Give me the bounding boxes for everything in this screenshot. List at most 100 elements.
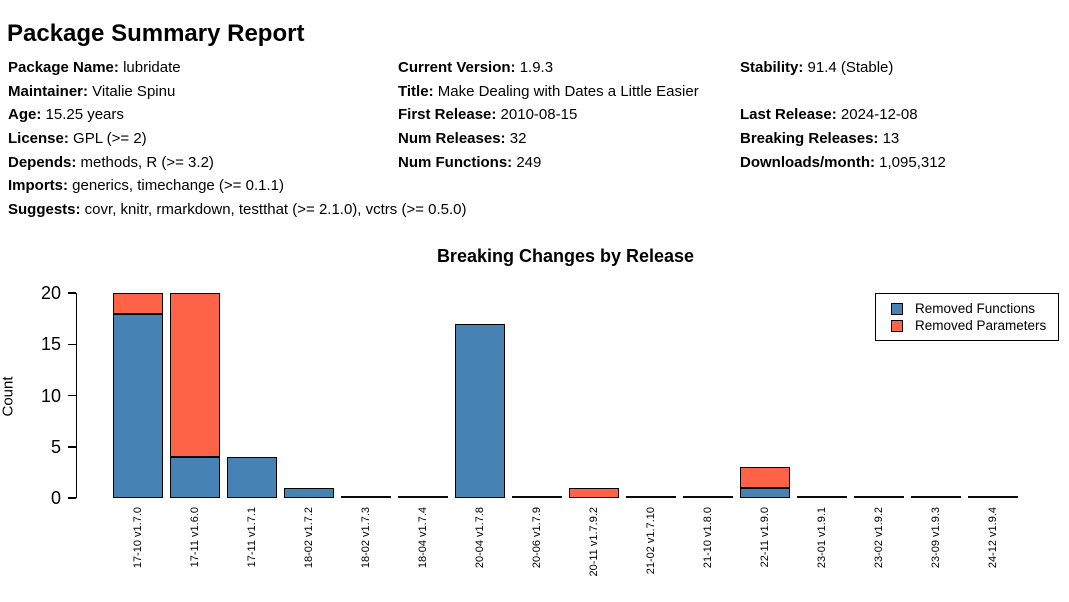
info-value: 32 — [505, 130, 527, 148]
y-tick-label: 15 — [40, 334, 61, 355]
info-line: Current Version: 1.9.3 — [398, 56, 699, 80]
info-label: Downloads/month: — [740, 153, 875, 171]
info-label: Age: — [8, 106, 42, 124]
info-line: Num Functions: 249 — [398, 151, 699, 175]
info-line: Stability: 91.4 (Stable) — [740, 56, 946, 80]
y-tick — [67, 446, 76, 448]
chart-legend: Removed Functions Removed Parameters — [875, 293, 1059, 341]
x-axis-label: 17-11 v1.6.0 — [189, 507, 201, 568]
info-label: Stability: — [740, 59, 804, 76]
info-value: 1,095,312 — [875, 153, 946, 171]
x-axis-label: 20-06 v1.7.9 — [531, 507, 543, 569]
legend-row: Removed Functions — [876, 300, 1058, 317]
legend-swatch-icon — [891, 302, 903, 315]
info-value: generics, timechange (>= 0.1.1) — [68, 177, 284, 195]
info-line: Num Releases: 32 — [398, 127, 699, 151]
info-label: Current Version: — [398, 59, 516, 76]
info-label: License: — [8, 130, 69, 148]
y-tick — [67, 292, 76, 294]
info-line: License: GPL (>= 2) — [8, 127, 467, 151]
info-label: First Release: — [398, 106, 497, 124]
info-label: Num Functions: — [398, 153, 513, 171]
x-axis-label: 21-10 v1.8.0 — [702, 507, 714, 569]
x-axis-label: 17-11 v1.7.1 — [246, 507, 258, 568]
bar-zero — [797, 496, 847, 498]
bar-segment-removed-functions — [227, 457, 277, 498]
x-axis-label: 23-02 v1.9.2 — [873, 507, 885, 569]
info-value: Make Dealing with Dates a Little Easier — [433, 82, 699, 100]
x-axis-label: 18-02 v1.7.2 — [303, 507, 315, 569]
x-axis-label: 18-04 v1.7.4 — [417, 507, 429, 569]
x-axis-label: 23-09 v1.9.3 — [930, 507, 942, 569]
info-label: Last Release: — [740, 106, 837, 124]
x-axis-label: 21-02 v1.7.10 — [645, 507, 657, 575]
bar-segment-removed-functions — [455, 323, 505, 498]
info-value: 2010-08-15 — [496, 106, 578, 124]
info-label: Imports: — [8, 177, 68, 195]
legend-label: Removed Parameters — [915, 318, 1047, 333]
info-line: First Release: 2010-08-15 — [398, 103, 699, 127]
bar-zero — [626, 496, 676, 498]
info-value: 2024-12-08 — [836, 106, 918, 124]
info-value: Vitalie Spinu — [88, 82, 176, 100]
bar-zero — [854, 496, 904, 498]
y-tick-label: 20 — [40, 283, 61, 303]
info-value: lubridate — [118, 59, 181, 76]
y-tick — [67, 394, 76, 397]
legend-swatch-icon — [891, 319, 903, 332]
y-tick — [67, 343, 76, 345]
bar-zero — [341, 496, 391, 498]
info-value: 91.4 (Stable) — [803, 59, 894, 76]
y-tick-label: 0 — [50, 488, 61, 508]
bar-segment-removed-functions — [113, 313, 163, 498]
y-axis-label: Count — [0, 376, 17, 417]
bar-segment-removed-functions — [284, 487, 334, 498]
x-axis-label: 23-01 v1.9.1 — [816, 507, 828, 569]
y-tick-label: 5 — [50, 436, 61, 457]
x-axis-label: 17-10 v1.7.0 — [132, 507, 144, 569]
bar-zero — [512, 496, 562, 498]
info-line — [740, 80, 946, 104]
y-tick-label: 10 — [40, 385, 61, 406]
info-label: Num Releases: — [398, 130, 506, 148]
info-value: 15.25 years — [41, 106, 124, 124]
info-column-stability: Stability: 91.4 (Stable) Last Release: 2… — [740, 56, 946, 174]
x-axis-label: 18-02 v1.7.3 — [360, 507, 372, 569]
info-line: Suggests: covr, knitr, rmarkdown, testth… — [8, 198, 467, 222]
info-line: Depends: methods, R (>= 3.2) — [8, 151, 467, 175]
bar-segment-removed-functions — [740, 487, 790, 498]
info-line: Last Release: 2024-12-08 — [740, 103, 946, 127]
info-line: Breaking Releases: 13 — [740, 127, 946, 151]
legend-label: Removed Functions — [915, 301, 1036, 316]
info-line: Imports: generics, timechange (>= 0.1.1) — [8, 174, 467, 198]
info-value: 13 — [878, 130, 900, 148]
info-label: Title: — [398, 82, 434, 100]
info-label: Package Name: — [8, 59, 119, 76]
info-line: Maintainer: Vitalie Spinu — [8, 80, 467, 104]
info-column-version: Current Version: 1.9.3 Title: Make Dealin… — [398, 56, 699, 174]
x-axis-label: 24-12 v1.9.4 — [987, 507, 999, 569]
chart-title: Breaking Changes by Release — [436, 246, 695, 266]
bar-zero — [398, 496, 448, 498]
bar-segment-removed-parameters — [113, 293, 163, 314]
info-line: Package Name: lubridate — [8, 56, 467, 80]
x-axis-label: 20-11 v1.7.9.2 — [588, 507, 600, 577]
y-axis-line — [75, 293, 77, 498]
info-line: Title: Make Dealing with Dates a Little … — [398, 80, 699, 104]
info-label: Depends: — [8, 153, 77, 171]
info-label: Maintainer: — [8, 82, 89, 100]
info-label: Breaking Releases: — [740, 130, 879, 148]
x-axis-label: 20-04 v1.7.8 — [474, 507, 486, 569]
info-value: 249 — [512, 153, 542, 171]
bar-segment-removed-parameters — [740, 467, 790, 488]
x-axis-label: 22-11 v1.9.0 — [759, 507, 771, 568]
info-value: 1.9.3 — [515, 59, 554, 76]
bar-zero — [911, 496, 961, 498]
info-column-package: Package Name: lubridate Maintainer: Vital… — [8, 56, 467, 222]
bar-zero — [683, 496, 733, 498]
bar-segment-removed-functions — [170, 457, 220, 498]
bar-zero — [968, 496, 1018, 498]
bar-segment-removed-parameters — [170, 293, 220, 457]
bar-segment-removed-parameters — [569, 487, 619, 498]
